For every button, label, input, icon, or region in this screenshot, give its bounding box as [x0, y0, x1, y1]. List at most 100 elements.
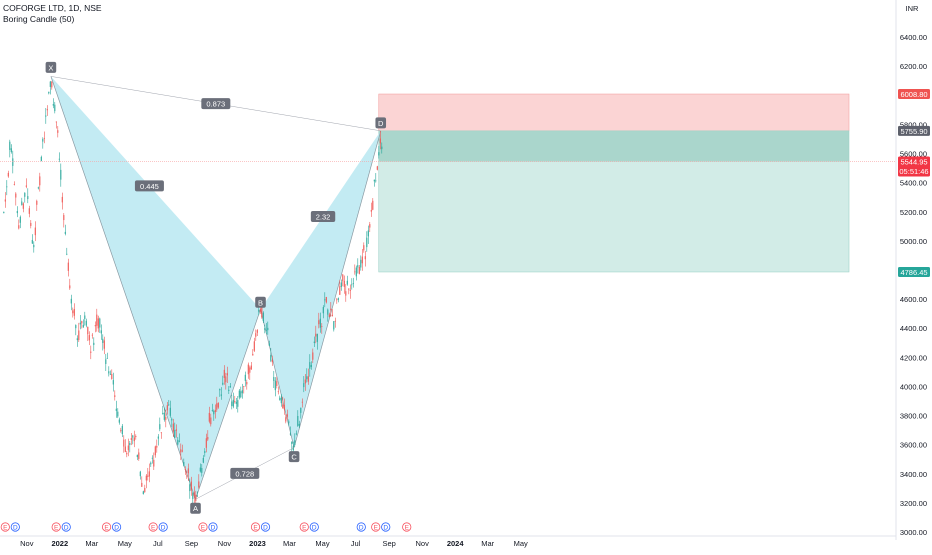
candle-body [112, 380, 114, 385]
candle-body [99, 318, 101, 328]
candle-body [271, 360, 273, 363]
candle-body [280, 397, 282, 404]
candle-body [337, 298, 339, 300]
dividend-event-icon[interactable]: D [111, 522, 122, 532]
candle-body [97, 318, 99, 329]
candle-body [319, 318, 321, 328]
candle-body [55, 121, 57, 123]
dividend-icon-ring [356, 522, 366, 532]
candle-body [379, 138, 381, 144]
time-tick-label: Mar [85, 539, 98, 548]
bcd-triangle[interactable] [260, 130, 381, 448]
candle-body [37, 187, 39, 189]
candle-body [258, 309, 260, 312]
candle-body [84, 315, 86, 319]
earnings-icon-glyph: E [374, 525, 379, 532]
candle-body [321, 326, 323, 327]
point-x-label[interactable]: X [45, 61, 57, 73]
candle-body [192, 492, 194, 499]
point-c-label-bg [288, 451, 300, 463]
candle-body [300, 407, 302, 413]
point-a-label[interactable]: A [190, 502, 201, 514]
candle-body [213, 410, 215, 415]
stop-price-tag[interactable]: 6008.80 [898, 89, 930, 100]
candle-body [262, 312, 264, 322]
candle-body [136, 454, 138, 458]
candle-body [315, 333, 317, 337]
point-b-label-text: B [258, 298, 263, 307]
dividend-event-icon[interactable]: D [356, 522, 366, 532]
dividend-event-icon[interactable]: D [10, 522, 20, 532]
candle-body [264, 328, 266, 330]
price-tick-label: 5400.00 [900, 179, 927, 188]
point-d-label[interactable]: D [375, 117, 387, 129]
earnings-icon-glyph: E [253, 525, 258, 532]
dividend-event-icon[interactable]: D [309, 522, 319, 532]
point-x-label-bg [45, 61, 57, 73]
entry-price-tag[interactable]: 5755.90 [898, 125, 930, 136]
candle-body [117, 411, 119, 417]
candle-body [163, 412, 165, 420]
dividend-icon-glyph: D [64, 525, 69, 532]
earnings-event-icon[interactable]: E [250, 522, 261, 532]
ratio-xb-label[interactable]: 0.445 [134, 180, 164, 192]
candle-body [376, 166, 378, 170]
dividend-event-icon[interactable]: D [61, 522, 71, 532]
candle-body [4, 199, 6, 202]
candle-body [193, 492, 195, 497]
candle-body [345, 291, 347, 296]
point-d-label-bg [375, 117, 387, 129]
candle-body [256, 330, 258, 333]
earnings-event-icon[interactable]: E [299, 522, 309, 532]
candle-body [210, 417, 212, 425]
stop-loss-zone[interactable] [378, 93, 850, 132]
candle-body [370, 209, 372, 212]
earnings-event-icon[interactable]: E [148, 522, 158, 532]
earnings-icon-ring [250, 522, 261, 532]
earnings-event-icon[interactable]: E [0, 522, 10, 532]
candle-body [78, 330, 80, 341]
dividend-event-icon[interactable]: D [381, 522, 391, 532]
candle-body [265, 329, 267, 331]
time-tick-label: May [514, 539, 528, 548]
price-tick-label: 3200.00 [900, 499, 927, 508]
point-b-label[interactable]: B [255, 296, 266, 308]
currency-label: INR [906, 4, 920, 13]
dividend-event-icon[interactable]: D [208, 522, 218, 532]
earnings-event-icon[interactable]: E [198, 522, 208, 532]
ratio-bd-label[interactable]: 2.32 [310, 211, 336, 223]
time-tick-label: May [315, 539, 329, 548]
candle-body [288, 421, 290, 423]
dividend-icon-ring [61, 522, 71, 532]
ratio-xd-label[interactable]: 0.873 [201, 98, 231, 110]
xab-triangle[interactable] [50, 76, 261, 500]
candle-body [145, 475, 147, 481]
earnings-event-icon[interactable]: E [101, 522, 112, 532]
ratio-ac-label[interactable]: 0.728 [230, 467, 260, 479]
earnings-icon-ring [101, 522, 112, 532]
candle-body [100, 330, 102, 334]
dividend-event-icon[interactable]: D [260, 522, 271, 532]
candle-body [325, 297, 327, 303]
point-c-label[interactable]: C [288, 451, 300, 463]
earnings-icon-glyph: E [405, 525, 410, 532]
candle-body [93, 342, 95, 345]
earnings-event-icon[interactable]: E [51, 522, 61, 532]
candle-body [330, 308, 332, 311]
price-tick-label: 4400.00 [900, 324, 927, 333]
candle-body [276, 381, 278, 386]
time-tick-label: Mar [481, 539, 494, 548]
candle-body [190, 481, 192, 491]
candle-body [127, 445, 129, 451]
candle-body [225, 376, 227, 383]
candle-body [249, 367, 251, 373]
candle-body [381, 146, 383, 150]
candle-body [354, 271, 356, 273]
earnings-event-icon[interactable]: E [402, 522, 412, 532]
earnings-event-icon[interactable]: E [371, 522, 381, 532]
dividend-event-icon[interactable]: D [158, 522, 168, 532]
target-price-tag[interactable]: 4786.45 [898, 266, 930, 277]
